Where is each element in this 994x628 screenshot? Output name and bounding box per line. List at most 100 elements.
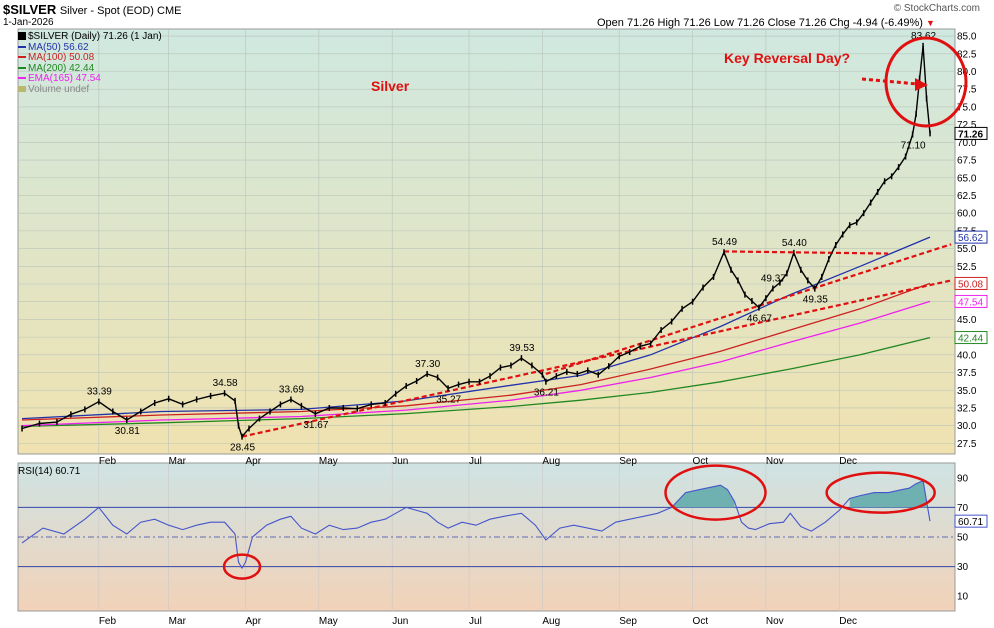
rsi-value-tag-box	[954, 514, 988, 528]
source-credit: © StockCharts.com	[893, 3, 980, 14]
volume-swatch-icon	[18, 85, 26, 92]
rsi-title: RSI(14) 60.71	[18, 466, 81, 477]
legend-volume: Volume undef	[18, 84, 162, 96]
trendline	[545, 243, 952, 376]
chg-down-icon: ▼	[926, 18, 935, 28]
month-label: Nov	[766, 456, 784, 467]
rsi-value-tag: 60.71	[958, 517, 983, 528]
month-label: Dec	[839, 456, 857, 467]
rsi-month-label: Dec	[839, 616, 857, 627]
symbol-description: Silver - Spot (EOD) CME	[59, 5, 182, 17]
rsi-overbought-fill	[849, 480, 927, 508]
legend-ema165: EMA(165) 47.54	[18, 73, 162, 85]
legend-ma100: MA(100) 50.08	[18, 52, 162, 64]
price-tick-label: 67.5	[957, 156, 977, 167]
price-tick-label: 30.0	[957, 421, 977, 432]
value-tag-label: 56.62	[958, 233, 983, 244]
key-reversal-arrow	[861, 77, 918, 86]
price-tick-label: 60.0	[957, 209, 977, 220]
chart-date: 1-Jan-2026	[3, 17, 54, 28]
value-tag-label: 71.26	[958, 129, 983, 140]
rsi-month-label: Apr	[246, 616, 262, 627]
ma200-swatch-icon	[18, 66, 26, 69]
ma-line-ma100	[21, 282, 931, 421]
value-tag-label: 42.44	[958, 334, 983, 345]
chart-header: $SILVER Silver - Spot (EOD) CME	[3, 2, 181, 17]
rsi-tick-label: 50	[957, 533, 969, 544]
legend-ma50: MA(50) 56.62	[18, 42, 162, 54]
rsi-month-label: Nov	[766, 616, 784, 627]
rsi-month-label: Sep	[619, 616, 637, 627]
month-label: Aug	[542, 456, 560, 467]
rsi-month-label: Aug	[542, 616, 560, 627]
month-label: Jun	[392, 456, 408, 467]
rsi-tick-label: 70	[957, 503, 969, 514]
price-data-label: 31.67	[303, 420, 328, 431]
rsi-overbought-fill	[671, 485, 735, 508]
price-tick-label: 55.0	[957, 244, 977, 255]
symbol: $SILVER	[3, 2, 57, 17]
rsi-tick-label: 90	[957, 473, 969, 484]
price-data-label: 33.69	[279, 385, 304, 396]
ma50-swatch-icon	[18, 45, 26, 48]
price-tick-label: 52.5	[957, 262, 977, 273]
price-data-label: 54.49	[712, 237, 737, 248]
rsi-month-label: Mar	[169, 616, 187, 627]
price-tick-label: 35.0	[957, 386, 977, 397]
rsi-month-label: Jun	[392, 616, 408, 627]
ohlc-values: Open 71.26 High 71.26 Low 71.26 Close 71…	[597, 17, 923, 29]
month-label: Mar	[169, 456, 187, 467]
price-tick-label: 80.0	[957, 67, 977, 78]
month-label: May	[319, 456, 338, 467]
price-data-label: 28.45	[230, 443, 255, 454]
price-tick-label: 75.0	[957, 102, 977, 113]
month-label: Feb	[99, 456, 117, 467]
price-tick-label: 32.5	[957, 403, 977, 414]
value-tag-label: 47.54	[958, 297, 983, 308]
rsi-month-label: Jul	[469, 616, 482, 627]
trendline	[723, 250, 889, 255]
price-tick-label: 27.5	[957, 439, 977, 450]
ma-line-ema165	[21, 300, 931, 427]
price-tick-label: 85.0	[957, 32, 977, 43]
price-tick-label: 45.0	[957, 315, 977, 326]
rsi-month-label: Feb	[99, 616, 117, 627]
value-tag-box	[954, 230, 988, 244]
price-data-label: 49.37	[761, 273, 786, 284]
legend: $SILVER (Daily) 71.26 (1 Jan) MA(50) 56.…	[18, 31, 162, 96]
legend-title: $SILVER (Daily) 71.26 (1 Jan)	[18, 31, 162, 43]
rsi-tick-label: 10	[957, 592, 969, 603]
price-data-label: 39.53	[509, 343, 534, 354]
price-tick-label: 70.0	[957, 138, 977, 149]
silver-annotation: Silver	[371, 78, 410, 94]
month-label: Sep	[619, 456, 637, 467]
ma-line-ma50	[21, 236, 931, 420]
value-tag-box	[954, 276, 988, 290]
price-tick-label: 82.5	[957, 49, 977, 60]
value-tag-box	[954, 126, 988, 140]
price-data-label: 34.58	[213, 378, 238, 389]
price-data-label: 49.35	[803, 295, 828, 306]
rsi-oversold-circle	[222, 553, 262, 580]
price-data-label: 71.10	[901, 141, 926, 152]
price-data-label: 36.21	[534, 388, 559, 399]
price-data-label: 83.62	[911, 31, 936, 42]
value-tag-box	[954, 331, 988, 345]
rsi-overbought-circle-dec	[825, 471, 936, 514]
price-tick-label: 37.5	[957, 368, 977, 379]
month-label: Oct	[693, 456, 709, 467]
arrow-head-icon	[915, 78, 928, 91]
price-tick-label: 77.5	[957, 85, 977, 96]
price-data-label: 46.67	[747, 314, 772, 325]
key-reversal-annotation: Key Reversal Day?	[724, 50, 851, 66]
ema165-swatch-icon	[18, 77, 26, 79]
price-tick-label: 40.0	[957, 350, 977, 361]
rsi-month-label: May	[319, 616, 338, 627]
legend-ma200: MA(200) 42.44	[18, 63, 162, 75]
ohlc-readout: Open 71.26 High 71.26 Low 71.26 Close 71…	[597, 17, 935, 29]
price-data-label: 54.40	[782, 238, 807, 249]
price-tick-label: 72.5	[957, 120, 977, 131]
rsi-month-label: Oct	[693, 616, 709, 627]
price-tick-label: 62.5	[957, 191, 977, 202]
